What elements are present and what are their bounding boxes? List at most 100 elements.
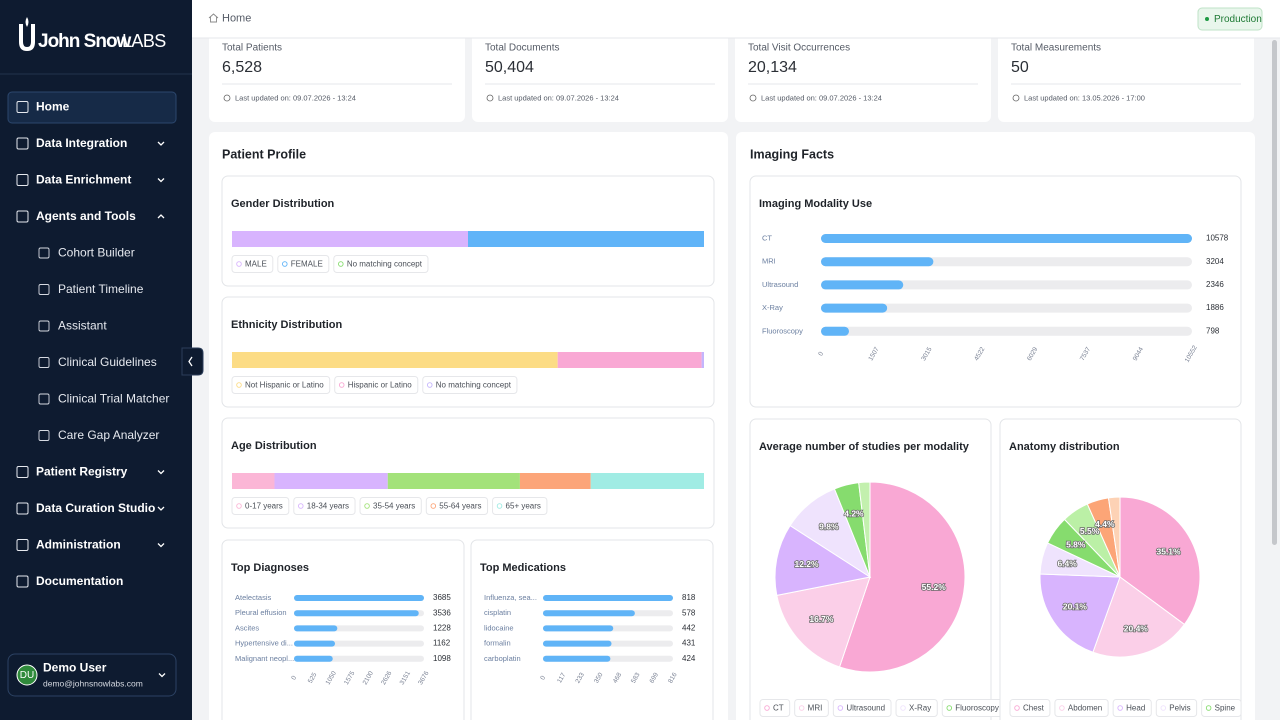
legend-label: 35-54 years <box>373 502 415 511</box>
subnav-icon <box>38 430 50 441</box>
bar-value: 578 <box>682 608 696 617</box>
legend-dot <box>900 705 906 711</box>
x-tick-label: 583 <box>630 671 642 684</box>
user-card <box>7 653 177 697</box>
legend-dot <box>236 503 242 509</box>
slice-label: 4.2% <box>844 509 864 519</box>
bar-value: 818 <box>682 593 696 602</box>
subnav-item[interactable]: Clinical Guidelines <box>58 355 157 369</box>
bar-value: 1162 <box>433 639 451 648</box>
slice-label: 5.5% <box>1080 526 1100 536</box>
bar-label: Atelectasis <box>235 593 272 602</box>
card-title: Anatomy distribution <box>1009 441 1120 453</box>
bar-value: 3685 <box>433 593 451 602</box>
legend-dot <box>1160 705 1167 711</box>
nav-item[interactable]: Administration <box>36 538 121 552</box>
slice-label: 20.4% <box>1124 623 1149 633</box>
subnav-item[interactable]: Patient Timeline <box>58 282 144 296</box>
stat-updated: Last updated on: 09.07.2026 - 13:24 <box>235 93 356 102</box>
nav-item[interactable]: Documentation <box>36 574 123 588</box>
breadcrumb[interactable]: Home <box>222 12 251 24</box>
card-title: Imaging Modality Use <box>759 198 872 210</box>
legend-dot <box>298 503 304 509</box>
bar-value: 442 <box>682 624 696 633</box>
nav-icon <box>16 174 29 186</box>
legend-dot <box>427 382 433 388</box>
stat-card <box>735 28 991 122</box>
user-email: demo@johnsnowlabs.com <box>43 678 143 688</box>
legend-label: No matching concept <box>436 381 512 390</box>
bar <box>543 640 612 647</box>
clock-icon <box>749 94 757 102</box>
stat-updated: Last updated on: 09.07.2026 - 13:24 <box>498 93 619 102</box>
nav-active <box>7 91 177 124</box>
card-title: Top Diagnoses <box>231 562 309 574</box>
x-tick-label: 233 <box>574 671 586 684</box>
x-tick-label: 468 <box>612 671 624 684</box>
bar-value: 424 <box>682 654 696 663</box>
nav-item[interactable]: Data Integration <box>36 136 127 150</box>
nav-item[interactable]: Patient Registry <box>36 465 128 479</box>
bar-segment <box>274 473 388 489</box>
legend-item <box>231 376 331 394</box>
stat-value: 50 <box>1011 59 1029 76</box>
legend-label: No matching concept <box>347 260 423 269</box>
bar <box>294 595 424 601</box>
card-title: Age Distribution <box>231 440 317 452</box>
slice-label: 9.8% <box>819 521 839 531</box>
subnav-icon <box>38 247 50 259</box>
bar-value: 1228 <box>433 624 451 633</box>
bar <box>543 610 635 617</box>
stat-label: Total Patients <box>222 43 282 54</box>
subnav-icon <box>38 393 50 405</box>
subnav-item[interactable]: Assistant <box>58 319 107 333</box>
collapse-tab[interactable] <box>181 347 204 376</box>
nav-item[interactable]: Data Enrichment <box>36 173 131 187</box>
top-bar <box>192 0 1280 38</box>
subnav-icon <box>38 284 50 295</box>
stat-label: Total Documents <box>485 43 559 54</box>
bar <box>294 625 338 632</box>
legend-item <box>231 255 274 273</box>
nav-item[interactable]: Agents and Tools <box>36 209 136 223</box>
subnav-item[interactable]: Care Gap Analyzer <box>58 428 159 442</box>
nav-item[interactable]: Data Curation Studio <box>36 501 155 515</box>
bar-track <box>821 280 1192 290</box>
bar-segment <box>557 352 702 368</box>
legend-item <box>759 699 791 717</box>
legend-item <box>425 497 489 515</box>
card-title: Average number of studies per modality <box>759 441 970 453</box>
bar-label: Fluoroscopy <box>762 326 803 335</box>
stat-updated: Last updated on: 09.07.2026 - 13:24 <box>761 93 882 102</box>
subnav-item[interactable]: Cohort Builder <box>58 246 135 260</box>
pie-slice <box>1107 496 1121 578</box>
legend-label: Head <box>1126 704 1145 713</box>
legend-label: 0-17 years <box>245 502 283 511</box>
bar <box>294 655 333 662</box>
bar <box>821 234 1192 243</box>
pie-slice <box>1119 496 1201 626</box>
nav-icon <box>16 539 29 551</box>
pie-slice <box>1092 576 1186 658</box>
slice-label: 55.2% <box>922 582 947 592</box>
nav-icon <box>16 502 29 515</box>
bar-label: Ultrasound <box>762 280 798 289</box>
legend-label: CT <box>773 704 784 713</box>
bar-segment <box>232 231 468 247</box>
stat-value: 20,134 <box>748 59 797 76</box>
legend-label: Abdomen <box>1068 704 1102 713</box>
legend-label: MALE <box>245 260 267 269</box>
legend-item <box>334 376 419 394</box>
legend-dot <box>236 382 242 388</box>
x-tick-label: 0 <box>817 350 825 357</box>
card-title: Top Medications <box>480 562 566 574</box>
bar-label: CT <box>762 233 772 242</box>
subnav-item[interactable]: Clinical Trial Matcher <box>58 392 169 406</box>
bar-segment <box>387 473 520 489</box>
bar-segment <box>701 352 704 368</box>
legend-dot <box>1014 705 1020 711</box>
bar-label: Malignant neopl... <box>235 654 294 663</box>
nav-item[interactable]: Home <box>36 100 70 114</box>
